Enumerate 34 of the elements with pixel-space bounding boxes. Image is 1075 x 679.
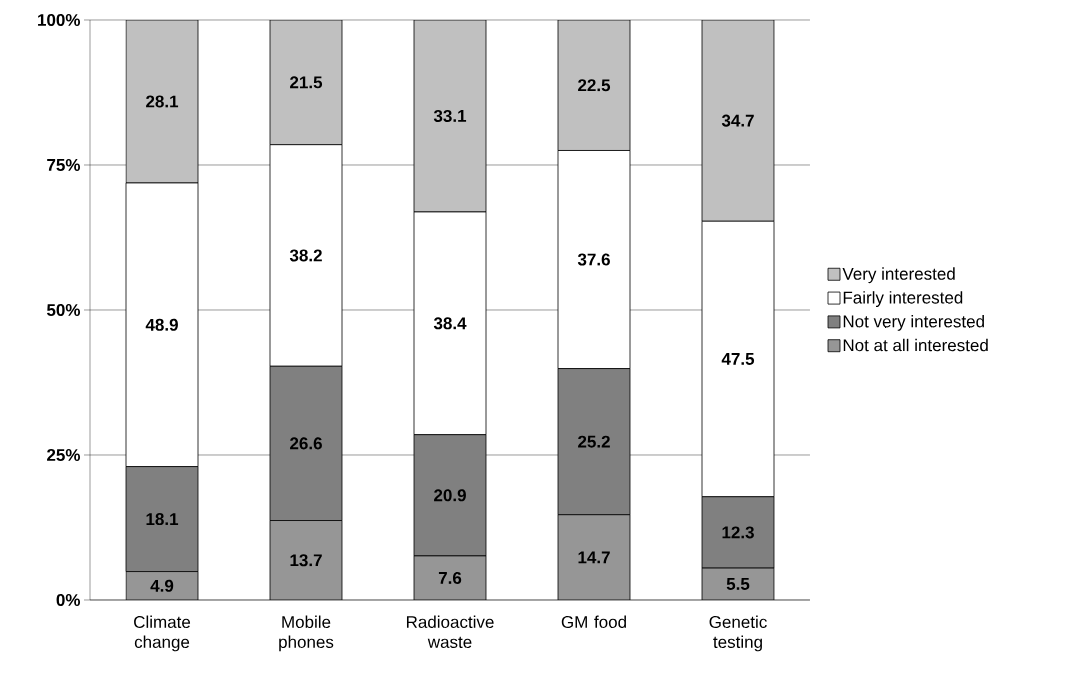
data-label: 14.7: [578, 551, 610, 564]
data-label: 38.4: [433, 317, 467, 330]
y-tick-label: 75%: [47, 158, 81, 171]
y-tick-label: 0%: [56, 593, 81, 607]
x-tick-label: Radioactive waste: [406, 615, 494, 649]
data-label: 48.9: [145, 318, 178, 331]
legend-label: Very interested: [842, 267, 955, 284]
x-tick-label: Genetic testing: [709, 615, 767, 652]
y-tick-label: 100%: [38, 13, 81, 27]
x-tick-label: Climate change: [134, 615, 191, 652]
data-label: 34.7: [721, 114, 754, 127]
data-label: 38.2: [289, 249, 322, 262]
data-label: 33.1: [433, 109, 467, 123]
y-tick-label: 50%: [46, 303, 81, 317]
data-label: 12.3: [722, 526, 754, 539]
x-tick-label: GM food: [561, 615, 626, 629]
data-label: 25.2: [578, 435, 610, 448]
legend-label: Not very interested: [843, 314, 984, 331]
data-label: 5.5: [726, 578, 750, 590]
data-label: 22.5: [578, 79, 611, 92]
data-label: 37.6: [577, 253, 610, 266]
data-label: 18.1: [146, 513, 179, 526]
data-label: 28.1: [146, 95, 179, 108]
data-label: 26.6: [290, 437, 322, 450]
data-label: 21.5: [290, 76, 323, 89]
data-label: 4.9: [150, 579, 174, 592]
legend-label: Fairly interested: [843, 291, 963, 308]
data-label: 47.5: [721, 353, 755, 365]
legend-label: Not at all interested: [843, 338, 988, 352]
x-tick-label: Mobile phones: [279, 615, 334, 652]
data-label: 13.7: [290, 554, 322, 567]
data-label: 20.9: [434, 489, 466, 502]
y-tick-label: 25%: [47, 448, 81, 462]
data-label: 7.6: [438, 571, 462, 584]
